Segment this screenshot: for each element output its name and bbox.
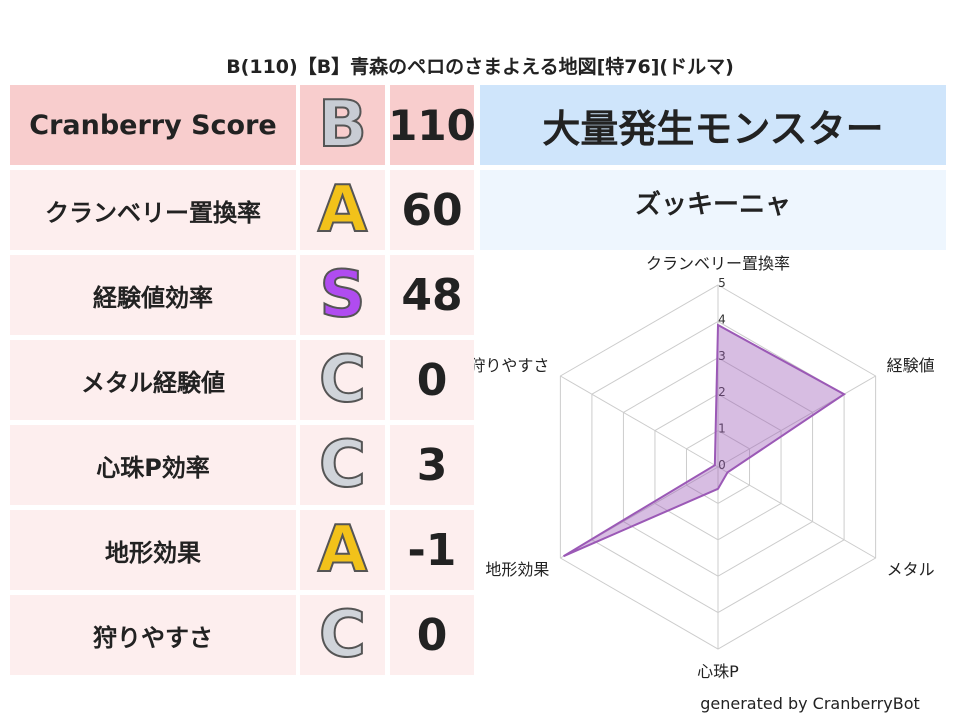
- r-tick-label: 1: [718, 422, 726, 436]
- row-label: メタル経験値: [10, 340, 296, 420]
- axis-label: クランベリー置換率: [646, 254, 790, 273]
- panel-title: 大量発生モンスター: [480, 85, 946, 165]
- score: 48: [390, 255, 474, 335]
- axis-label: 狩りやすさ: [469, 356, 549, 375]
- grade-badge: C: [300, 595, 385, 675]
- r-tick-label: 0: [718, 458, 726, 472]
- grade-badge: C: [300, 425, 385, 505]
- axis-label: 心珠P: [697, 662, 739, 681]
- score: 110: [388, 85, 476, 165]
- grid-ring: [654, 393, 782, 541]
- r-tick-label: 5: [718, 276, 726, 290]
- grid-ring: [622, 357, 814, 577]
- score: 0: [390, 595, 474, 675]
- row-label: クランベリー置換率: [10, 170, 296, 250]
- r-tick-label: 4: [718, 312, 726, 326]
- grid-ring: [591, 320, 845, 614]
- axis-label: 経験値: [887, 356, 935, 375]
- grid-ring: [685, 430, 751, 504]
- grid-ring: [559, 284, 877, 650]
- grade-badge: B: [300, 85, 385, 165]
- r-tick-label: 3: [718, 349, 726, 363]
- grade-badge: S: [300, 255, 385, 335]
- score: 3: [390, 425, 474, 505]
- page-title: B(110)【B】青森のペロのさまよえる地図[特76](ドルマ): [226, 55, 734, 78]
- footer: generated by CranberryBot: [700, 693, 920, 713]
- score: -1: [390, 510, 474, 590]
- row-label: 地形効果: [10, 510, 296, 590]
- r-tick-label: 2: [718, 385, 726, 399]
- row-label: 心珠P効率: [10, 425, 296, 505]
- row-label: 経験値効率: [10, 255, 296, 335]
- row-label: Cranberry Score: [10, 85, 296, 165]
- grade-badge: A: [300, 170, 385, 250]
- axis-label: メタル: [887, 560, 935, 579]
- axis-label: 地形効果: [485, 560, 549, 579]
- score: 60: [390, 170, 474, 250]
- spoke: [717, 375, 876, 468]
- spoke: [717, 466, 876, 559]
- score: 0: [390, 340, 474, 420]
- row-label: 狩りやすさ: [10, 595, 296, 675]
- grade-badge: A: [300, 510, 385, 590]
- spoke: [560, 466, 719, 559]
- monster-name: ズッキーニャ: [480, 170, 946, 250]
- grade-badge: C: [300, 340, 385, 420]
- spoke: [560, 375, 719, 468]
- radar-area: [563, 323, 847, 558]
